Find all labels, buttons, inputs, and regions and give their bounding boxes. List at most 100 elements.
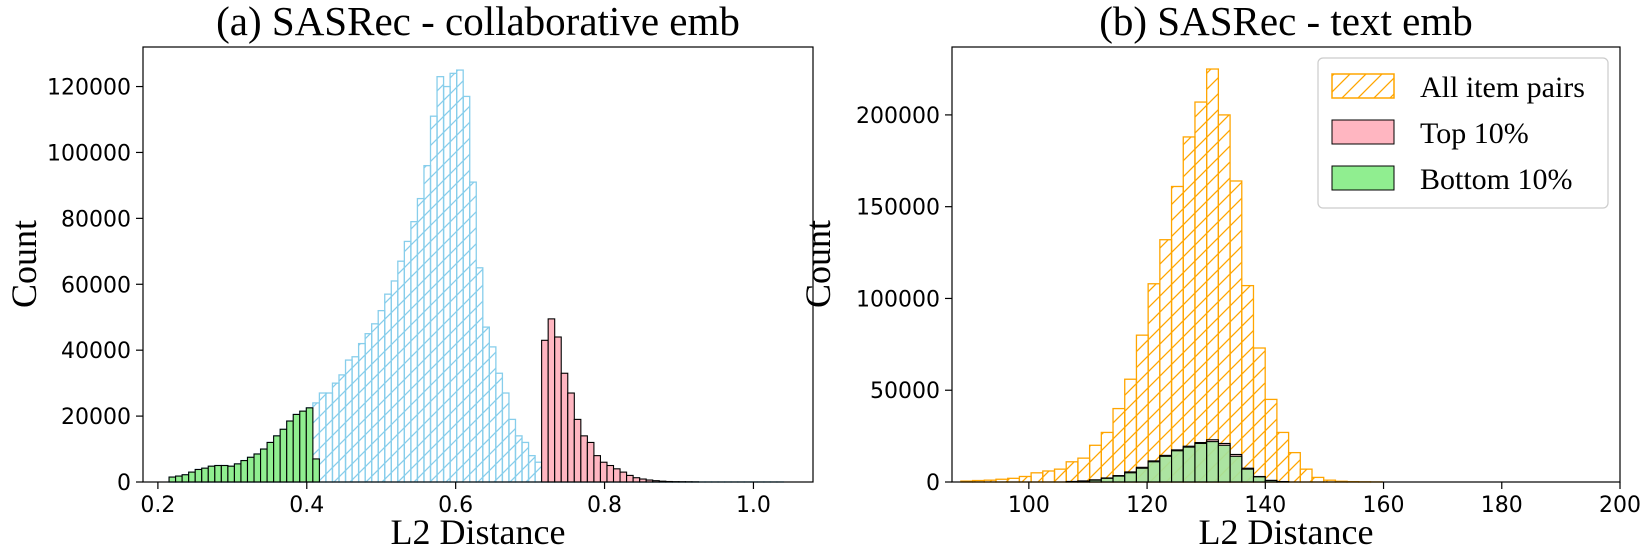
bar-bottom-10- — [292, 413, 301, 483]
legend-label-top-10: Top 10% — [1420, 117, 1529, 150]
bar-all-item-pairs — [527, 454, 536, 483]
bar-all-item-pairs — [344, 359, 353, 483]
bar-all-item-pairs — [1042, 470, 1056, 483]
bar-bottom-10- — [266, 441, 275, 483]
bar-all-item-pairs — [331, 382, 340, 483]
bar-all-item-pairs — [508, 418, 517, 483]
chart-a-y-ticks: 0 20000 40000 60000 80000 100000 120000 — [47, 76, 143, 496]
bar-all-item-pairs — [1159, 239, 1173, 483]
bar-bottom-10- — [1206, 441, 1219, 483]
bar-all-item-pairs — [1030, 472, 1044, 483]
bar-top-10- — [567, 392, 575, 483]
bar-bottom-10- — [240, 460, 249, 483]
legend-swatch-top-10 — [1331, 119, 1395, 145]
bar-all-item-pairs — [1018, 475, 1032, 483]
bar-top-10- — [580, 435, 588, 483]
bar-all-item-pairs — [449, 72, 458, 483]
bar-bottom-10- — [1229, 455, 1243, 483]
bar-all-item-pairs — [1170, 185, 1184, 483]
chart-b-plot-frame — [951, 46, 1621, 483]
x-tick-label: 140 — [1244, 493, 1286, 518]
chart-b-title: (b) SASRec - text emb — [1099, 0, 1472, 44]
bar-bottom-10- — [181, 474, 190, 483]
bar-all-item-pairs — [1299, 468, 1313, 483]
bar-top-10- — [541, 339, 549, 483]
bar-all-item-pairs — [1077, 457, 1091, 483]
bar-all-item-pairs — [423, 164, 432, 483]
chart-a-title: (a) SASRec - collaborative emb — [216, 0, 740, 44]
bar-top-10- — [560, 372, 569, 483]
bar-all-item-pairs — [534, 461, 543, 483]
series-top-10- — [541, 318, 700, 483]
bar-all-item-pairs — [371, 323, 379, 483]
bar-bottom-10- — [1194, 442, 1208, 483]
bar-all-item-pairs — [318, 392, 327, 483]
bar-top-10- — [599, 461, 608, 483]
chart-b-y-axis-label: Count — [798, 220, 838, 308]
bar-bottom-10- — [305, 407, 314, 483]
bar-all-item-pairs — [403, 240, 412, 483]
bar-bottom-10- — [233, 463, 242, 483]
series-all-item-pairs — [168, 69, 785, 483]
bar-bottom-10- — [175, 475, 183, 483]
chart-b-legend: All item pairs Top 10% Bottom 10% — [1317, 57, 1609, 209]
bar-all-item-pairs — [436, 76, 445, 483]
chart-b: (b) SASRec - text emb 0 50000 100000 150000… — [798, 0, 1641, 552]
x-tick-label: 120 — [1126, 493, 1168, 518]
bar-top-10- — [612, 468, 621, 483]
bar-all-item-pairs — [1276, 431, 1290, 483]
bar-all-item-pairs — [1112, 407, 1126, 483]
bar-bottom-10- — [279, 428, 288, 483]
bar-all-item-pairs — [488, 346, 497, 483]
bar-bottom-10- — [207, 465, 216, 483]
bar-all-item-pairs — [429, 115, 438, 483]
chart-a-x-axis-label: L2 Distance — [391, 512, 566, 552]
x-tick-label: 1.0 — [736, 493, 771, 518]
bar-top-10- — [619, 471, 628, 483]
bar-all-item-pairs — [514, 435, 523, 483]
bar-bottom-10- — [260, 448, 268, 483]
bar-top-10- — [547, 318, 556, 483]
bar-bottom-10- — [188, 471, 196, 483]
bar-all-item-pairs — [1287, 451, 1301, 483]
bar-all-item-pairs — [1182, 136, 1196, 483]
series-all-item-pairs — [960, 68, 1383, 483]
bar-bottom-10- — [1124, 472, 1137, 483]
bar-bottom-10- — [1217, 444, 1231, 483]
bar-bottom-10- — [299, 410, 307, 483]
bar-all-item-pairs — [482, 326, 490, 483]
bar-all-item-pairs — [475, 267, 484, 483]
bar-all-item-pairs — [521, 441, 530, 483]
y-tick-label: 100000 — [856, 287, 940, 312]
y-tick-label: 20000 — [61, 405, 131, 430]
bar-bottom-10- — [253, 453, 262, 483]
bar-bottom-10- — [1159, 455, 1173, 483]
bar-bottom-10- — [286, 420, 294, 483]
legend-swatch-all-item-pairs — [1331, 73, 1395, 99]
bar-all-item-pairs — [351, 356, 360, 483]
bar-all-item-pairs — [1252, 347, 1266, 483]
x-tick-label: 0.8 — [587, 493, 622, 518]
y-tick-label: 40000 — [61, 339, 131, 364]
chart-a-y-axis-label: Count — [4, 220, 44, 308]
bar-all-item-pairs — [1088, 444, 1102, 483]
bar-bottom-10- — [273, 435, 281, 483]
bar-bottom-10- — [214, 464, 222, 483]
series-bottom-10- — [168, 407, 320, 483]
x-tick-label: 200 — [1599, 493, 1641, 518]
bar-top-10- — [626, 474, 634, 483]
bar-bottom-10- — [1135, 467, 1149, 483]
chart-a-x-ticks: 0.2 0.4 0.6 0.8 1.0 — [140, 482, 771, 518]
bar-all-item-pairs — [1065, 461, 1079, 483]
bar-bottom-10- — [194, 468, 203, 483]
x-tick-label: 180 — [1481, 493, 1523, 518]
y-tick-label: 0 — [926, 471, 940, 496]
bar-all-item-pairs — [1194, 101, 1208, 483]
bar-all-item-pairs — [416, 197, 425, 483]
bar-bottom-10- — [168, 476, 177, 483]
bar-all-item-pairs — [1124, 378, 1138, 483]
bar-all-item-pairs — [1053, 468, 1067, 483]
y-tick-label: 120000 — [47, 76, 131, 101]
bar-all-item-pairs — [1264, 398, 1278, 483]
bar-top-10- — [573, 418, 582, 483]
